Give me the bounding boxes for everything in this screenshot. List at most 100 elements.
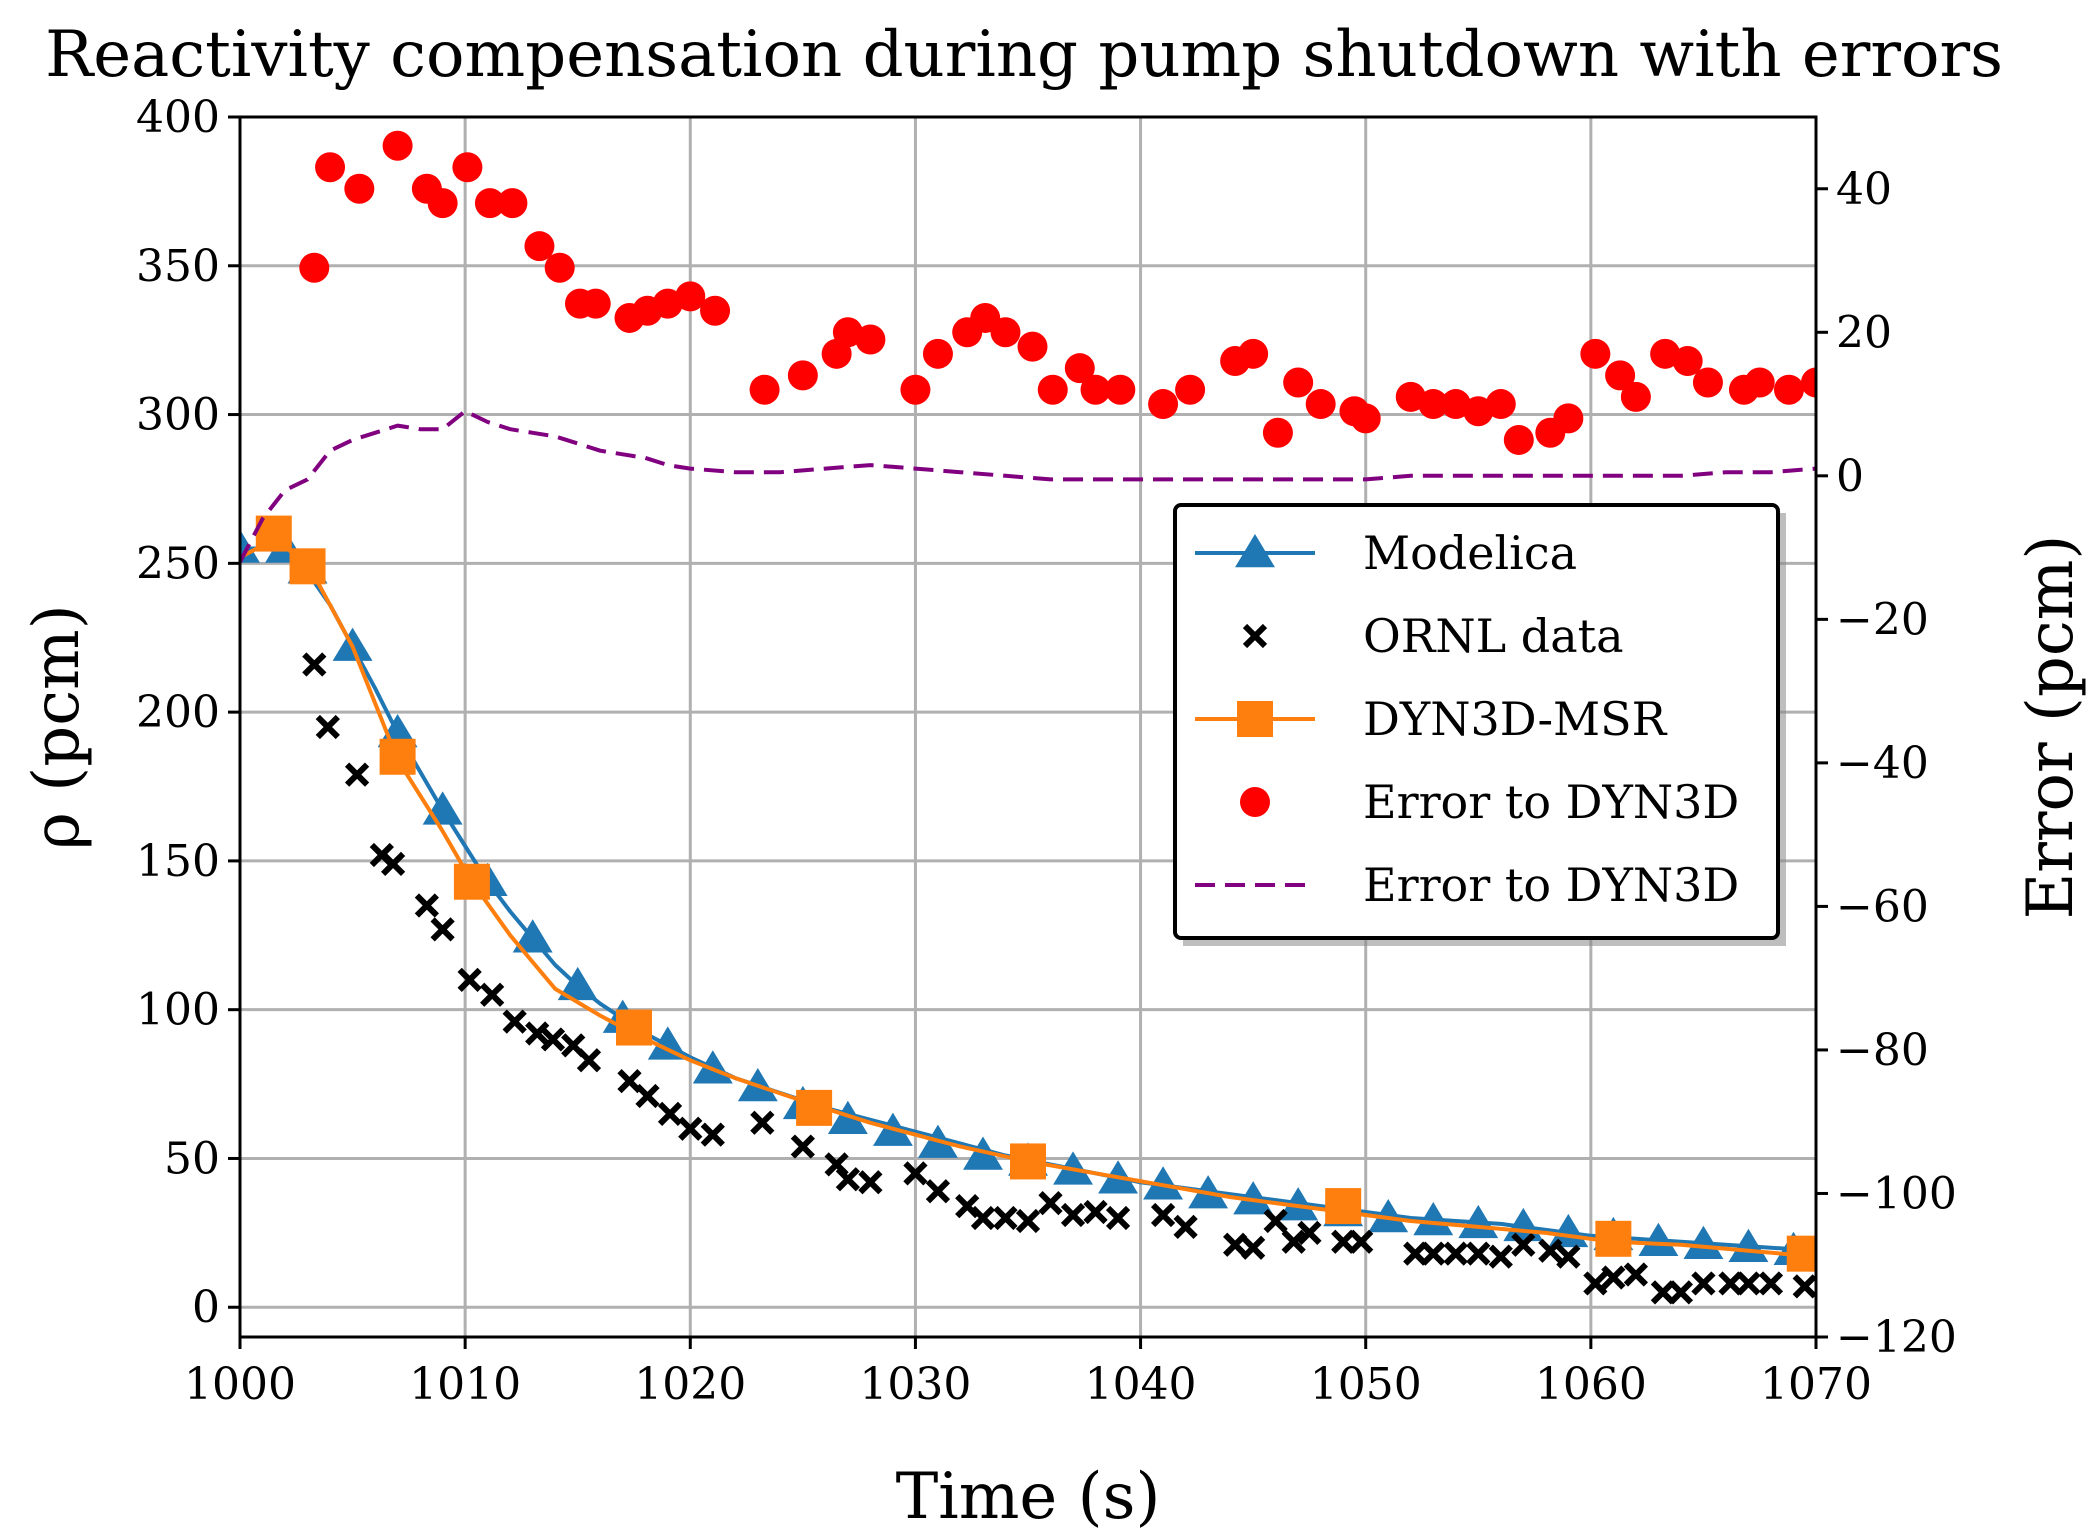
ornl-marker [1718,1271,1743,1296]
ornl-marker [1015,1208,1041,1234]
ornl-marker [1668,1280,1694,1305]
series-line [240,409,1816,563]
y2-axis-label: Error (pcm) [2014,535,2088,920]
y-tick-label: 350 [136,241,220,292]
error-dot-marker [1305,389,1336,420]
error-dot-marker [1620,381,1651,412]
ornl-marker [525,1021,550,1046]
error-dot-marker [900,374,931,405]
y-axis-left: 0 50 100 150 200 250 300 350 400 [136,92,240,1333]
x-tick-label: 1000 [184,1359,296,1410]
legend-box [1173,503,1780,940]
x-tick-label: 1060 [1535,1359,1647,1410]
error-dot-marker [1105,374,1136,405]
ornl-marker [1691,1271,1716,1296]
error-dot-marker [1553,403,1584,434]
error-dot-marker [787,360,818,391]
ornl-marker [1443,1241,1468,1266]
error-dot-marker [1580,338,1611,369]
x-tick-label: 1010 [409,1359,521,1410]
error-dot-marker [1418,389,1449,420]
error-dot-marker [1064,353,1095,384]
ornl-marker [1349,1229,1374,1254]
dyn3d-marker [616,1009,652,1046]
y2-tick-label: −100 [1836,1168,1957,1219]
ornl-marker [1511,1232,1536,1257]
error-dot-marker [990,317,1021,348]
legend-label: Modelica [1363,526,1577,580]
ornl-marker [457,967,482,993]
modelica-marker [1638,1222,1679,1257]
modelica-marker [1368,1198,1409,1233]
legend-swatch-marker [1235,534,1275,568]
y2-tick-label: 0 [1836,451,1864,502]
error-dot-marker [315,152,346,183]
error-dot-marker [497,188,528,219]
y-tick-label: 50 [164,1133,220,1184]
dyn3d-marker [289,548,326,585]
ornl-marker [1263,1208,1288,1234]
error-dot-marker [1801,367,1816,398]
legend-label: Error to DYN3D [1363,858,1739,912]
series-3 [299,130,1816,455]
legend-item: Modelica [1195,526,1577,580]
error-dot-marker [1744,367,1775,398]
x-tick-label: 1040 [1085,1359,1197,1410]
ornl-marker [1601,1265,1626,1290]
y-tick-label: 300 [136,390,220,441]
ornl-marker [1556,1244,1581,1269]
error-dot-marker [1395,381,1426,412]
ornl-marker [835,1167,861,1192]
ornl-marker [430,917,455,942]
error-dot-marker [1017,331,1048,362]
error-dot-marker [1037,374,1068,405]
plot-frame [238,115,1818,1339]
legend-swatch-marker [1240,787,1270,817]
error-dot-marker [1773,374,1804,405]
ornl-marker [1060,1202,1086,1228]
dyn3d-marker [796,1089,833,1126]
ornl-marker [1223,1232,1248,1257]
legend-item: ORNL data [1242,609,1624,663]
legend-swatch-marker [1237,701,1273,737]
series-1 [302,652,1816,1305]
modelica-marker [647,1026,688,1060]
y2-tick-label: −40 [1836,738,1929,789]
ornl-marker [750,1110,775,1135]
y-tick-label: 400 [136,92,220,143]
y2-tick-label: 40 [1836,164,1892,215]
legend-item: Error to DYN3D [1195,858,1739,912]
y2-tick-label: −60 [1836,881,1929,932]
ornl-marker [1488,1244,1513,1269]
error-dot-marker [1692,367,1723,398]
ornl-marker [414,893,439,918]
modelica-marker [1683,1225,1724,1260]
error-dot-marker [580,288,611,319]
y-tick-label: 200 [136,687,220,738]
ornl-marker [1623,1262,1649,1287]
error-dot-marker [299,252,330,283]
error-dot-marker [652,288,683,319]
series-4 [240,409,1816,563]
ornl-marker [970,1205,996,1231]
error-dot-marker [1463,396,1494,427]
modelica-marker [1278,1187,1319,1221]
ornl-marker [1792,1274,1816,1299]
legend-label: ORNL data [1363,609,1624,663]
modelica-marker [1458,1204,1499,1239]
error-dot-marker [427,188,458,219]
ornl-marker [1421,1241,1446,1266]
modelica-marker [1143,1166,1184,1200]
y-axis-right: −120 −100 −80 −60 −40 −20 0 20 40 [1816,164,1957,1363]
ornl-marker [502,1009,527,1034]
legend: Modelica ORNL data DYN3D-MSR Error to DYN3D… [1173,503,1786,946]
ornl-marker [1150,1202,1176,1228]
error-dot-marker [1262,417,1293,448]
ornl-marker [678,1116,703,1141]
y-axis-label: ρ (pcm) [20,604,94,849]
ornl-marker [925,1179,951,1204]
error-dot-marker [675,281,706,312]
y-tick-label: 150 [136,836,220,887]
error-dot-marker [922,338,953,369]
error-dot-marker [1650,338,1681,369]
